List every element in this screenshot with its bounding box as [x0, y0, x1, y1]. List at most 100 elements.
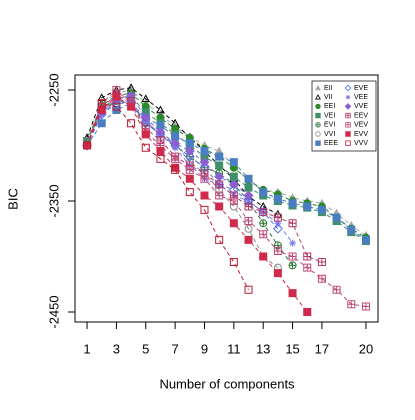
point	[259, 252, 268, 261]
legend-label: EII	[324, 85, 333, 92]
x-tick-label: 1	[83, 341, 90, 356]
series-line	[86, 92, 367, 239]
plot-frame	[74, 74, 379, 323]
y-tick-label: -2250	[46, 73, 61, 106]
point	[244, 216, 253, 225]
legend-marker	[315, 140, 321, 146]
point	[259, 188, 268, 197]
point	[361, 235, 370, 244]
legend-marker	[344, 84, 352, 92]
legend-marker	[315, 122, 321, 128]
point	[127, 102, 136, 111]
point	[273, 213, 282, 222]
point	[229, 158, 238, 167]
point	[288, 289, 297, 298]
legend-marker	[315, 84, 321, 91]
x-tick-label: 20	[359, 341, 373, 356]
point	[259, 230, 268, 239]
point	[229, 258, 238, 267]
x-tick-label: 7	[172, 341, 179, 356]
point	[215, 180, 224, 189]
series-line	[86, 89, 367, 307]
legend-box	[311, 80, 377, 152]
point	[303, 202, 312, 211]
legend-label: VEE	[354, 94, 368, 101]
point	[156, 105, 165, 114]
point	[244, 183, 253, 192]
point	[317, 274, 326, 283]
point	[347, 225, 356, 234]
point	[259, 219, 268, 228]
point	[185, 174, 194, 183]
legend-marker	[315, 94, 321, 100]
legend-marker	[315, 112, 321, 119]
legend-label: EVV	[354, 131, 368, 138]
x-axis-label: Number of components	[159, 376, 295, 391]
y-axis-label: BIC	[5, 188, 20, 210]
point	[215, 161, 224, 170]
point	[185, 165, 194, 174]
point	[215, 235, 224, 244]
point	[215, 202, 224, 211]
point	[141, 94, 151, 103]
point	[244, 224, 253, 233]
point	[112, 102, 121, 111]
point	[215, 191, 224, 200]
point	[185, 188, 194, 197]
legend-marker	[345, 131, 351, 137]
point	[97, 119, 106, 128]
point	[156, 154, 165, 163]
point	[243, 190, 254, 201]
point	[214, 179, 225, 190]
legend-label: EEI	[324, 103, 335, 110]
y-tick-label: -2450	[46, 295, 61, 328]
point	[274, 219, 282, 227]
point	[229, 196, 238, 205]
x-tick-label: 11	[227, 341, 241, 356]
point	[199, 157, 210, 168]
point	[141, 130, 150, 139]
point	[200, 205, 209, 214]
point	[112, 92, 121, 101]
point	[185, 139, 194, 148]
legend-label: VII	[324, 94, 333, 101]
point	[303, 263, 312, 272]
legend-label: VEV	[354, 122, 368, 129]
legend-marker	[345, 112, 351, 119]
point	[244, 174, 253, 183]
point	[288, 219, 297, 228]
point	[184, 151, 195, 162]
legend-label: EEE	[324, 140, 338, 147]
point	[361, 302, 370, 311]
point	[171, 165, 180, 174]
point	[317, 258, 326, 267]
legend-label: EEV	[354, 112, 368, 119]
x-tick-label: 15	[285, 341, 299, 356]
legend-marker	[344, 103, 352, 110]
point	[184, 146, 195, 156]
point	[229, 202, 238, 211]
point	[156, 121, 165, 130]
legend-label: VVE	[354, 103, 368, 110]
legend-marker	[345, 140, 351, 146]
y-tick-label: -2350	[46, 184, 61, 217]
point	[127, 119, 136, 128]
point	[347, 300, 356, 309]
point	[289, 239, 297, 247]
point	[303, 308, 312, 317]
series-line	[86, 94, 249, 196]
point	[200, 174, 209, 183]
point	[200, 147, 209, 156]
point	[273, 194, 282, 203]
point	[171, 154, 180, 163]
point	[229, 172, 238, 181]
legend-label: VEI	[324, 112, 335, 119]
point	[332, 213, 341, 222]
point	[259, 208, 268, 217]
x-tick-label: 9	[201, 341, 208, 356]
point	[288, 252, 297, 261]
point	[258, 207, 269, 218]
legend-marker	[315, 131, 321, 137]
point	[244, 202, 253, 211]
point	[141, 143, 150, 152]
